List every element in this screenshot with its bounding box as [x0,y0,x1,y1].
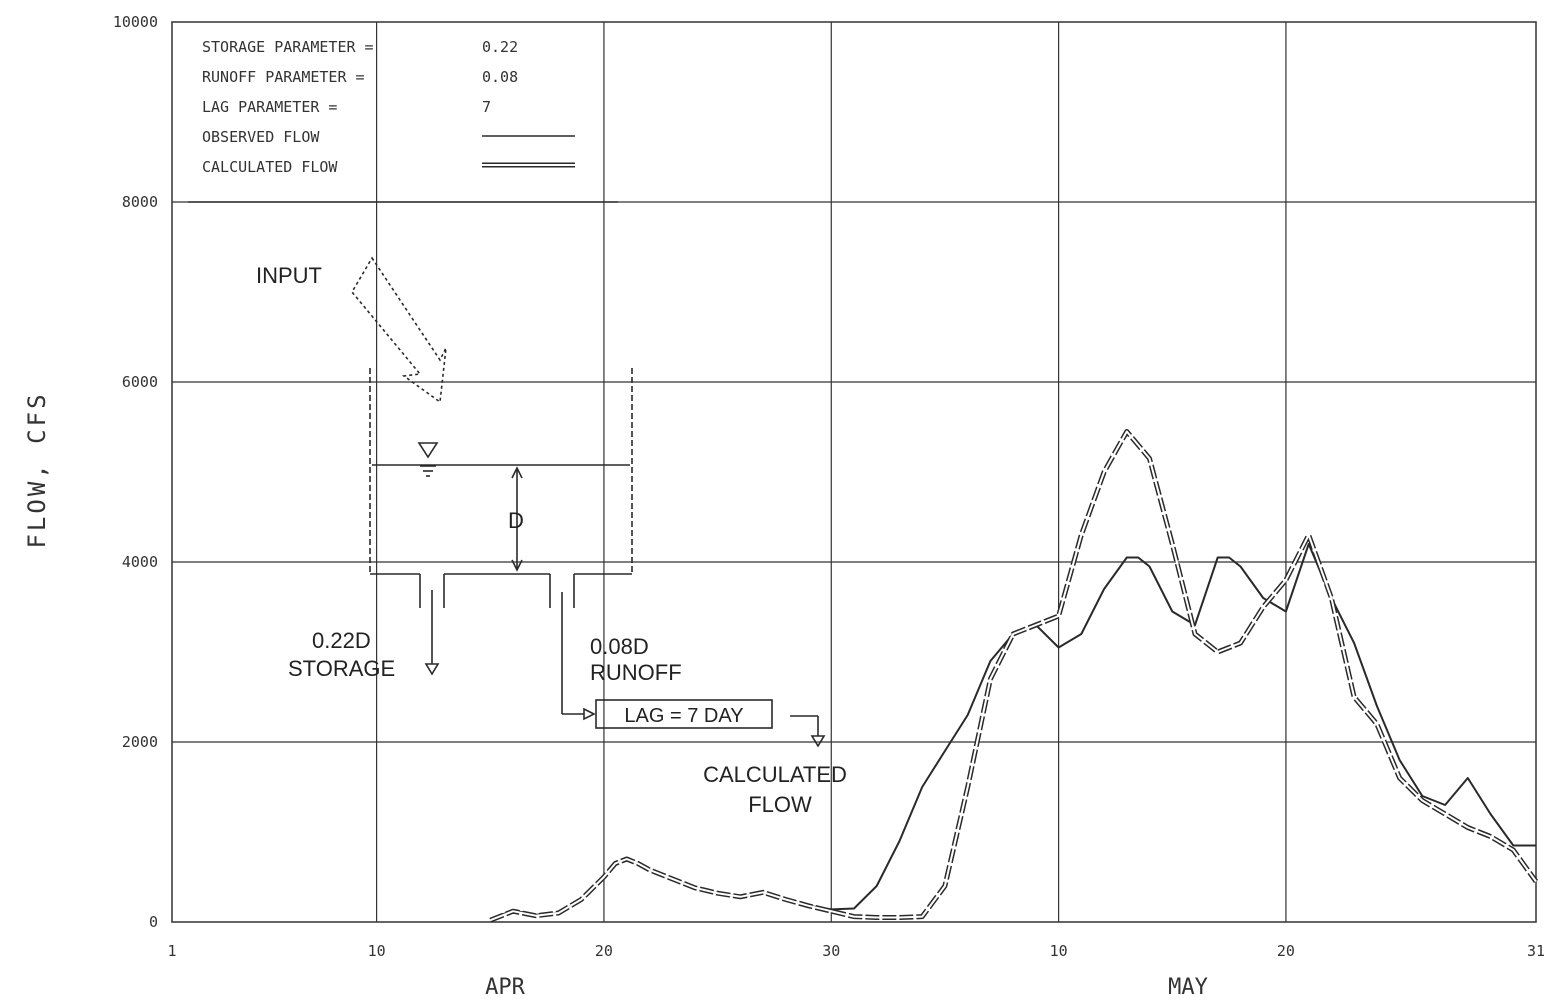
legend-entry-value: 0.08 [482,68,518,86]
legend-entry-value: 0.22 [482,38,518,56]
runoff-coef-label: 0.08D [590,634,649,659]
y-axis-ticks: 0 2000 4000 6000 8000 10000 [113,13,158,931]
legend-entry-label: RUNOFF PARAMETER = [202,68,365,86]
month-label-may: MAY [1168,975,1208,999]
x-tick-label: 20 [1277,942,1295,960]
storage-label: STORAGE [288,656,395,681]
input-arrow-icon [351,256,447,404]
reservoir-diagram [351,256,826,748]
storage-arrow-icon [424,663,440,676]
plot-frame [171,21,1537,923]
y-tick-label: 0 [149,913,158,931]
x-tick-label: 10 [368,942,386,960]
y-tick-label: 10000 [113,13,158,31]
x-tick-label: 10 [1050,942,1068,960]
diagram-labels: INPUT D 0.22D STORAGE 0.08D RUNOFF LAG =… [256,263,847,817]
legend-entry-label: LAG PARAMETER = [202,98,337,116]
legend-entry-value: 7 [482,98,491,116]
input-label: INPUT [256,263,322,288]
calculated-arrow-icon [810,735,826,748]
water-level-icon [417,442,439,459]
lag-box-label: LAG = 7 DAY [624,705,743,727]
legend-entry-label: CALCULATED FLOW [202,158,338,176]
y-tick-label: 4000 [122,553,158,571]
flow-label: FLOW [748,792,812,817]
storage-coef-label: 0.22D [312,628,371,653]
month-label-apr: APR [485,975,525,999]
y-tick-label: 2000 [122,733,158,751]
x-tick-label: 31 [1527,942,1545,960]
depth-label: D [508,508,524,533]
runoff-arrow-icon [583,707,596,721]
data-series [489,429,1539,923]
y-tick-label: 6000 [122,373,158,391]
month-labels: APR MAY [485,975,1208,999]
x-tick-label: 30 [822,942,840,960]
legend-entry-label: STORAGE PARAMETER = [202,38,374,56]
x-axis-ticks: 1 10 20 30 10 20 31 [167,942,1545,960]
series-line-calculated-inner [489,430,1537,922]
chart-grid [171,21,1537,923]
x-tick-label: 1 [167,942,176,960]
calculated-label: CALCULATED [703,762,847,787]
legend: STORAGE PARAMETER = 0.22 RUNOFF PARAMETER … [188,38,618,203]
legend-entry-label: OBSERVED FLOW [202,128,320,146]
runoff-label: RUNOFF [590,660,682,685]
y-tick-label: 8000 [122,193,158,211]
x-tick-label: 20 [595,942,613,960]
y-axis-label: FLOW, CFS [23,391,51,548]
